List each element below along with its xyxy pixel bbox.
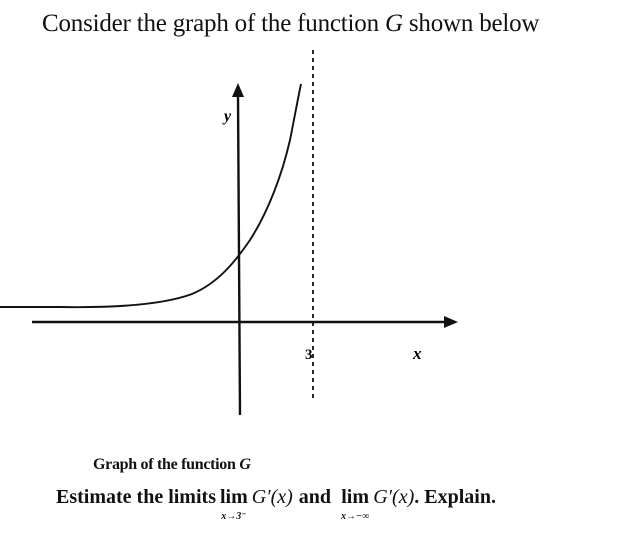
graph-caption: Graph of the function G: [93, 456, 251, 474]
limit-left: lim x→3⁻: [220, 484, 248, 522]
question-lead: Estimate the limits: [56, 486, 216, 508]
limit-neg-infinity: lim x→−∞: [341, 484, 369, 522]
limit-left-subscript: x→3⁻: [221, 511, 247, 522]
question-tail: . Explain.: [414, 486, 496, 508]
caption-function-name: G: [239, 456, 251, 473]
limit-left-word: lim: [219, 486, 248, 508]
limit-left-expr-text: G′(x): [251, 486, 293, 508]
caption-text: Graph of the function: [93, 456, 236, 473]
problem-intro: Consider the graph of the function G sho…: [42, 10, 539, 38]
limit-left-expression: G′(x): [252, 484, 293, 510]
intro-text: Consider the graph of the function: [42, 10, 379, 37]
limit-neg-infinity-expr-text: G′(x): [373, 486, 415, 508]
limit-neg-infinity-word: lim: [341, 486, 370, 508]
question-connector: and: [298, 486, 332, 508]
x-axis-label: x: [412, 344, 422, 363]
question: Estimate the limits lim x→3⁻ G′(x) and l…: [56, 484, 496, 522]
function-name: G: [384, 10, 403, 37]
x-axis-arrow: [444, 316, 458, 328]
intro-text-end: shown below: [408, 10, 540, 37]
limit-neg-infinity-expression: G′(x): [373, 484, 414, 510]
limit-neg-infinity-subscript: x→−∞: [341, 511, 370, 522]
y-axis-label: y: [222, 108, 232, 125]
y-axis-arrow: [232, 83, 244, 97]
function-curve: [0, 83, 302, 309]
asymptote-label: 3: [305, 347, 313, 363]
